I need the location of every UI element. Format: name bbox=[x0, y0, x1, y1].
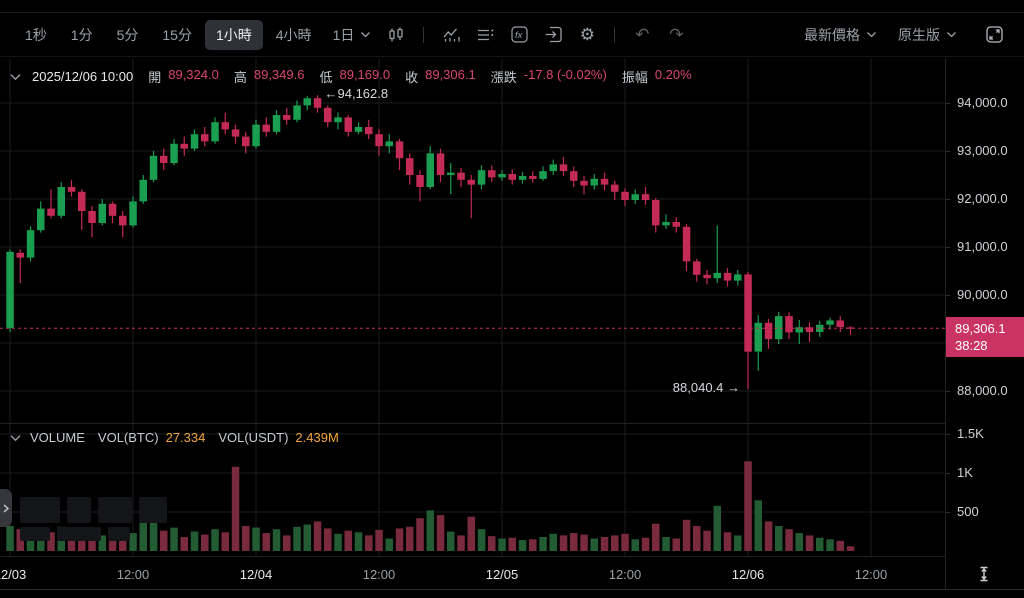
ohlc-field-value: 0.20% bbox=[654, 67, 692, 82]
ohlc-field-label: 漲跌 bbox=[490, 70, 517, 85]
low-price-annotation: 88,040.4 → bbox=[672, 380, 740, 396]
watermark bbox=[20, 497, 167, 545]
axis-tick bbox=[946, 391, 950, 392]
axis-tick bbox=[946, 151, 950, 152]
vol-usdt-value: 2.439M bbox=[295, 430, 339, 445]
last-price-badge: 89,306.1 38:28 bbox=[946, 317, 1024, 358]
candlestick-style-icon[interactable] bbox=[380, 21, 412, 49]
axis-tick bbox=[946, 103, 950, 104]
ohlc-field: 收 89,306.1 bbox=[405, 67, 476, 86]
axis-tick bbox=[946, 199, 950, 200]
ohlc-field-value: -17.8 (-0.02%) bbox=[523, 67, 607, 82]
ohlc-field-value: 89,324.0 bbox=[168, 67, 219, 82]
ohlc-info-row: 2025/12/06 10:00 開 89,324.0 高 89,349.6 低 89,1… bbox=[10, 67, 692, 86]
chevron-down-icon bbox=[947, 32, 956, 37]
replay-icon[interactable] bbox=[537, 21, 569, 49]
ohlc-field-label: 收 bbox=[405, 70, 419, 85]
ohlc-fields: 開 89,324.0 高 89,349.6 低 89,169.0 收 89,306.1 漲跌 -1… bbox=[148, 67, 692, 86]
interval-button-4小時[interactable]: 4小時 bbox=[275, 26, 312, 43]
price-mode-dropdown[interactable]: 最新價格 bbox=[804, 25, 876, 45]
vol-usdt-label: VOL(USDT) bbox=[218, 430, 289, 445]
collapse-chart-chevron-icon[interactable] bbox=[10, 73, 21, 80]
volume-header-row: VOLUME VOL(BTC) 27.334 VOL(USDT) 2.439M bbox=[10, 430, 339, 445]
time-axis-label: 12/05 bbox=[485, 567, 519, 582]
panel-expand-handle[interactable] bbox=[0, 489, 12, 527]
time-axis-label: 12/04 bbox=[239, 567, 273, 582]
time-axis-label: 12:00 bbox=[362, 567, 396, 582]
ohlc-field-label: 低 bbox=[319, 70, 333, 85]
time-axis-label: 12:00 bbox=[854, 567, 888, 582]
candle-countdown: 38:28 bbox=[955, 338, 988, 354]
interval-dropdown-label: 1日 bbox=[332, 26, 355, 43]
volume-axis-label: 500 bbox=[957, 504, 979, 519]
settings-gear-icon[interactable]: ⚙ bbox=[579, 25, 595, 44]
ohlc-field-value: 89,349.6 bbox=[253, 67, 305, 82]
time-axis-label: 12:00 bbox=[608, 567, 642, 582]
vol-btc-value: 27.334 bbox=[165, 430, 206, 445]
ohlc-datetime: 2025/12/06 10:00 bbox=[32, 69, 134, 84]
toolbar-divider bbox=[614, 26, 616, 43]
volume-axis-label: 1K bbox=[957, 465, 973, 480]
interval-button-5分[interactable]: 5分 bbox=[116, 26, 139, 43]
interval-button-1秒[interactable]: 1秒 bbox=[25, 26, 47, 43]
price-mode-label: 最新價格 bbox=[804, 26, 860, 43]
chart-toolbar: 1秒 1分 5分 15分 1小時 4小時 1日 bbox=[0, 12, 1024, 57]
ohlc-field: 高 89,349.6 bbox=[234, 67, 305, 86]
last-price-value: 89,306.1 bbox=[955, 321, 1006, 337]
axis-tick bbox=[946, 247, 950, 248]
version-label: 原生版 bbox=[898, 26, 940, 43]
time-axis-label: 12:00 bbox=[116, 567, 150, 582]
axis-tick bbox=[946, 434, 950, 435]
interval-button-1小時[interactable]: 1小時 bbox=[204, 19, 263, 50]
ohlc-field: 低 89,169.0 bbox=[319, 67, 390, 86]
ohlc-field: 開 89,324.0 bbox=[148, 67, 219, 86]
interval-dropdown[interactable]: 1日 bbox=[325, 20, 379, 50]
price-scale-adjust-icon[interactable] bbox=[976, 564, 992, 584]
fullscreen-icon[interactable] bbox=[978, 21, 1010, 49]
volume-axis-label: 1.5K bbox=[957, 426, 984, 441]
redo-icon[interactable]: ↷ bbox=[669, 25, 684, 44]
price-axis[interactable]: 89,306.1 38:28 94,000.0 93,000.0 92,000.0 9… bbox=[945, 58, 1024, 557]
chevron-down-icon bbox=[361, 32, 371, 37]
time-axis-label: 12/06 bbox=[731, 567, 765, 582]
ohlc-field-label: 振幅 bbox=[621, 70, 648, 85]
version-dropdown[interactable]: 原生版 bbox=[898, 25, 956, 45]
price-axis-label: 92,000.0 bbox=[957, 191, 1008, 206]
toolbar-divider bbox=[423, 26, 425, 43]
svg-text:fx: fx bbox=[515, 30, 524, 41]
ohlc-field-value: 89,306.1 bbox=[425, 67, 476, 82]
ohlc-field: 振幅 0.20% bbox=[622, 67, 692, 86]
price-axis-label: 88,000.0 bbox=[957, 383, 1008, 398]
price-axis-label: 91,000.0 bbox=[957, 239, 1008, 254]
ohlc-field-label: 開 bbox=[148, 70, 162, 85]
axis-corner-divider bbox=[945, 557, 946, 590]
axis-tick bbox=[946, 473, 950, 474]
time-axis-label: 12/03 bbox=[0, 567, 27, 582]
axis-tick bbox=[946, 512, 950, 513]
volume-title: VOLUME bbox=[30, 430, 85, 445]
price-axis-label: 93,000.0 bbox=[957, 143, 1008, 158]
interval-button-15分[interactable]: 15分 bbox=[162, 26, 192, 43]
ohlc-field-label: 高 bbox=[233, 70, 247, 85]
chevron-down-icon bbox=[867, 32, 876, 37]
formula-icon[interactable]: fx bbox=[503, 21, 535, 49]
undo-icon[interactable]: ↶ bbox=[635, 25, 650, 44]
ohlc-field-value: 89,169.0 bbox=[339, 67, 391, 82]
indicators-icon[interactable] bbox=[435, 21, 467, 49]
vol-btc-label: VOL(BTC) bbox=[97, 430, 159, 445]
time-axis[interactable]: 12/03 12:00 12/04 12:00 12/05 12:00 12/06 12:00 bbox=[0, 557, 1024, 590]
axis-tick bbox=[946, 295, 950, 296]
price-axis-label: 94,000.0 bbox=[957, 95, 1008, 110]
ohlc-field: 漲跌 -17.8 (-0.02%) bbox=[491, 67, 607, 86]
display-settings-icon[interactable] bbox=[469, 21, 501, 49]
high-price-annotation: ←94,162.8 bbox=[324, 86, 389, 102]
collapse-volume-chevron-icon[interactable] bbox=[10, 434, 21, 441]
interval-button-1分[interactable]: 1分 bbox=[70, 26, 93, 43]
price-axis-label: 90,000.0 bbox=[957, 287, 1008, 302]
interval-button-group: 1秒 1分 5分 15分 1小時 4小時 bbox=[14, 19, 323, 50]
